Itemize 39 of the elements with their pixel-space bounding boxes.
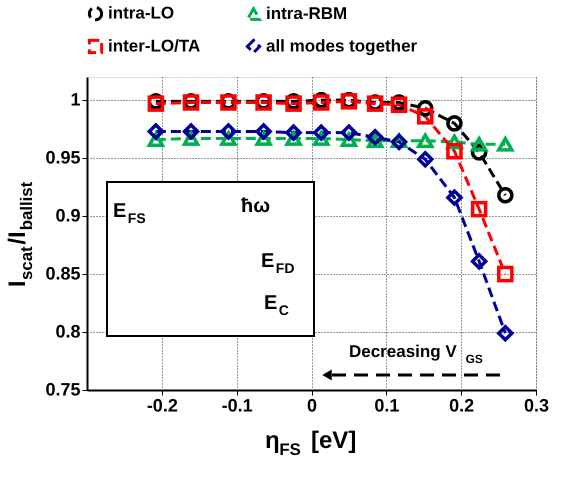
y-tick-label: 0.75 [45, 380, 80, 400]
point [366, 129, 384, 146]
point [497, 186, 514, 204]
point [285, 124, 302, 141]
point [470, 136, 488, 152]
point [497, 324, 514, 342]
legend-label: intra-LO [108, 4, 174, 23]
annotation: ħω [241, 195, 270, 217]
y-tick-label: 0.8 [55, 322, 80, 342]
x-tick-label: -0.1 [222, 396, 253, 416]
point [416, 151, 434, 168]
x-tick-label: 0 [306, 396, 318, 416]
point [470, 200, 488, 218]
x-tick-label: 0.3 [524, 396, 550, 416]
point [340, 124, 358, 141]
y-axis-title: Iscat/Iballist [4, 181, 36, 288]
x-tick-label: 0.2 [449, 396, 474, 416]
point [255, 123, 272, 140]
legend-label: all modes together [266, 36, 418, 56]
point [416, 133, 434, 148]
x-tick-label: -0.2 [146, 396, 178, 416]
point [220, 123, 237, 140]
point [446, 189, 463, 206]
y-tick-label: 0.95 [45, 148, 80, 168]
point [182, 123, 200, 140]
point [416, 108, 434, 125]
x-tick-label: 0.1 [374, 396, 400, 416]
point [148, 123, 164, 140]
point [446, 115, 463, 132]
y-tick-label: 1 [70, 90, 80, 110]
point [497, 266, 514, 282]
y-tick-label: 0.85 [45, 264, 80, 284]
legend-label: inter-LO/TA [108, 36, 200, 56]
legend-label: intra-RBM [266, 4, 348, 24]
point [497, 136, 514, 152]
point [470, 253, 488, 270]
point [446, 142, 463, 160]
y-tick-label: 0.9 [55, 206, 80, 226]
point [312, 124, 330, 141]
